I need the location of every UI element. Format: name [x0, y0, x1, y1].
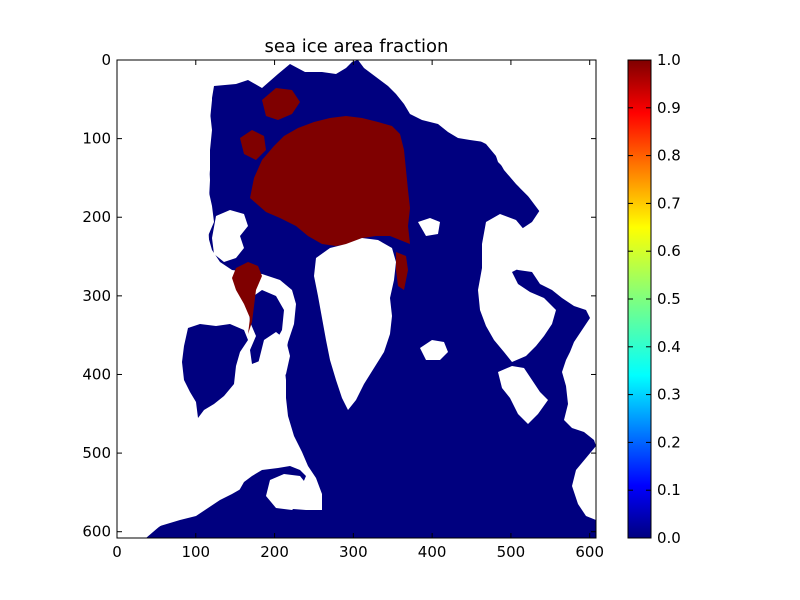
chart-title: sea ice area fraction — [265, 36, 449, 57]
y-tick-label: 0 — [101, 51, 111, 69]
y-axis: 0 100 200 300 400 500 600 — [82, 51, 596, 541]
heatmap-land-mask — [117, 60, 596, 538]
colorbar-tick-label: 0.7 — [657, 194, 681, 212]
x-tick-label: 300 — [339, 543, 368, 561]
y-tick-label: 200 — [82, 208, 111, 226]
colorbar-tick-label: 0.1 — [657, 481, 681, 499]
heatmap-region-west-strip — [248, 290, 284, 364]
land-northern-cap — [372, 60, 596, 308]
colorbar-tick-label: 0.0 — [657, 529, 681, 547]
land-hudson-east — [258, 332, 290, 392]
colorbar-ticks: 0.0 0.1 0.2 0.3 0.4 0.5 0.6 0.7 0.8 0.9 1.0 — [628, 51, 681, 547]
colorbar-tick-label: 0.2 — [657, 433, 681, 451]
land-island-northeast — [418, 218, 440, 236]
plot-area — [116, 59, 597, 539]
y-tick-label: 400 — [82, 365, 111, 383]
land-greenland — [314, 238, 396, 410]
heatmap-region-west-ocean — [182, 324, 248, 418]
colorbar-tick-label: 1.0 — [657, 51, 681, 69]
land-southeast — [498, 366, 548, 424]
land-bottom-peninsula — [266, 474, 308, 510]
heatmap-region-southwest-ocean — [146, 484, 268, 538]
heatmap-region-ice-fragments-north — [262, 88, 300, 120]
heatmap-region-central-ice — [250, 116, 410, 246]
colorbar-tick-label: 0.4 — [657, 338, 681, 356]
x-axis: 0 100 200 300 400 500 600 — [112, 60, 604, 561]
heatmap-region-ice-east-coast — [396, 252, 408, 290]
x-tick-label: 0 — [112, 543, 122, 561]
x-tick-label: 500 — [497, 543, 526, 561]
x-tick-label: 100 — [181, 543, 210, 561]
colorbar: 0.0 0.1 0.2 0.3 0.4 0.5 0.6 0.7 0.8 0.9 1.0 — [627, 51, 681, 547]
colorbar-tick-label: 0.8 — [657, 147, 681, 165]
colorbar-tick-label: 0.6 — [657, 242, 681, 260]
colorbar-tick-label: 0.3 — [657, 386, 681, 404]
y-tick-label: 100 — [82, 130, 111, 148]
land-eurasia-southeast — [572, 446, 596, 520]
land-western-islands — [212, 210, 248, 262]
land-island-east — [420, 340, 448, 360]
colorbar-tick-label: 0.5 — [657, 290, 681, 308]
y-tick-label: 500 — [82, 444, 111, 462]
land-scandinavia — [478, 214, 556, 362]
x-tick-label: 400 — [418, 543, 447, 561]
plot-frame — [116, 59, 597, 539]
x-tick-label: 600 — [575, 543, 604, 561]
colorbar-tick-label: 0.9 — [657, 99, 681, 117]
heatmap-region-ice-fragments-west — [240, 130, 266, 160]
y-tick-label: 300 — [82, 287, 111, 305]
land-canada-west — [117, 60, 270, 538]
heatmap-region-ice-channel — [232, 262, 262, 334]
heatmap-sea-ice — [232, 88, 410, 334]
y-tick-label: 600 — [82, 523, 111, 541]
x-tick-label: 200 — [260, 543, 289, 561]
